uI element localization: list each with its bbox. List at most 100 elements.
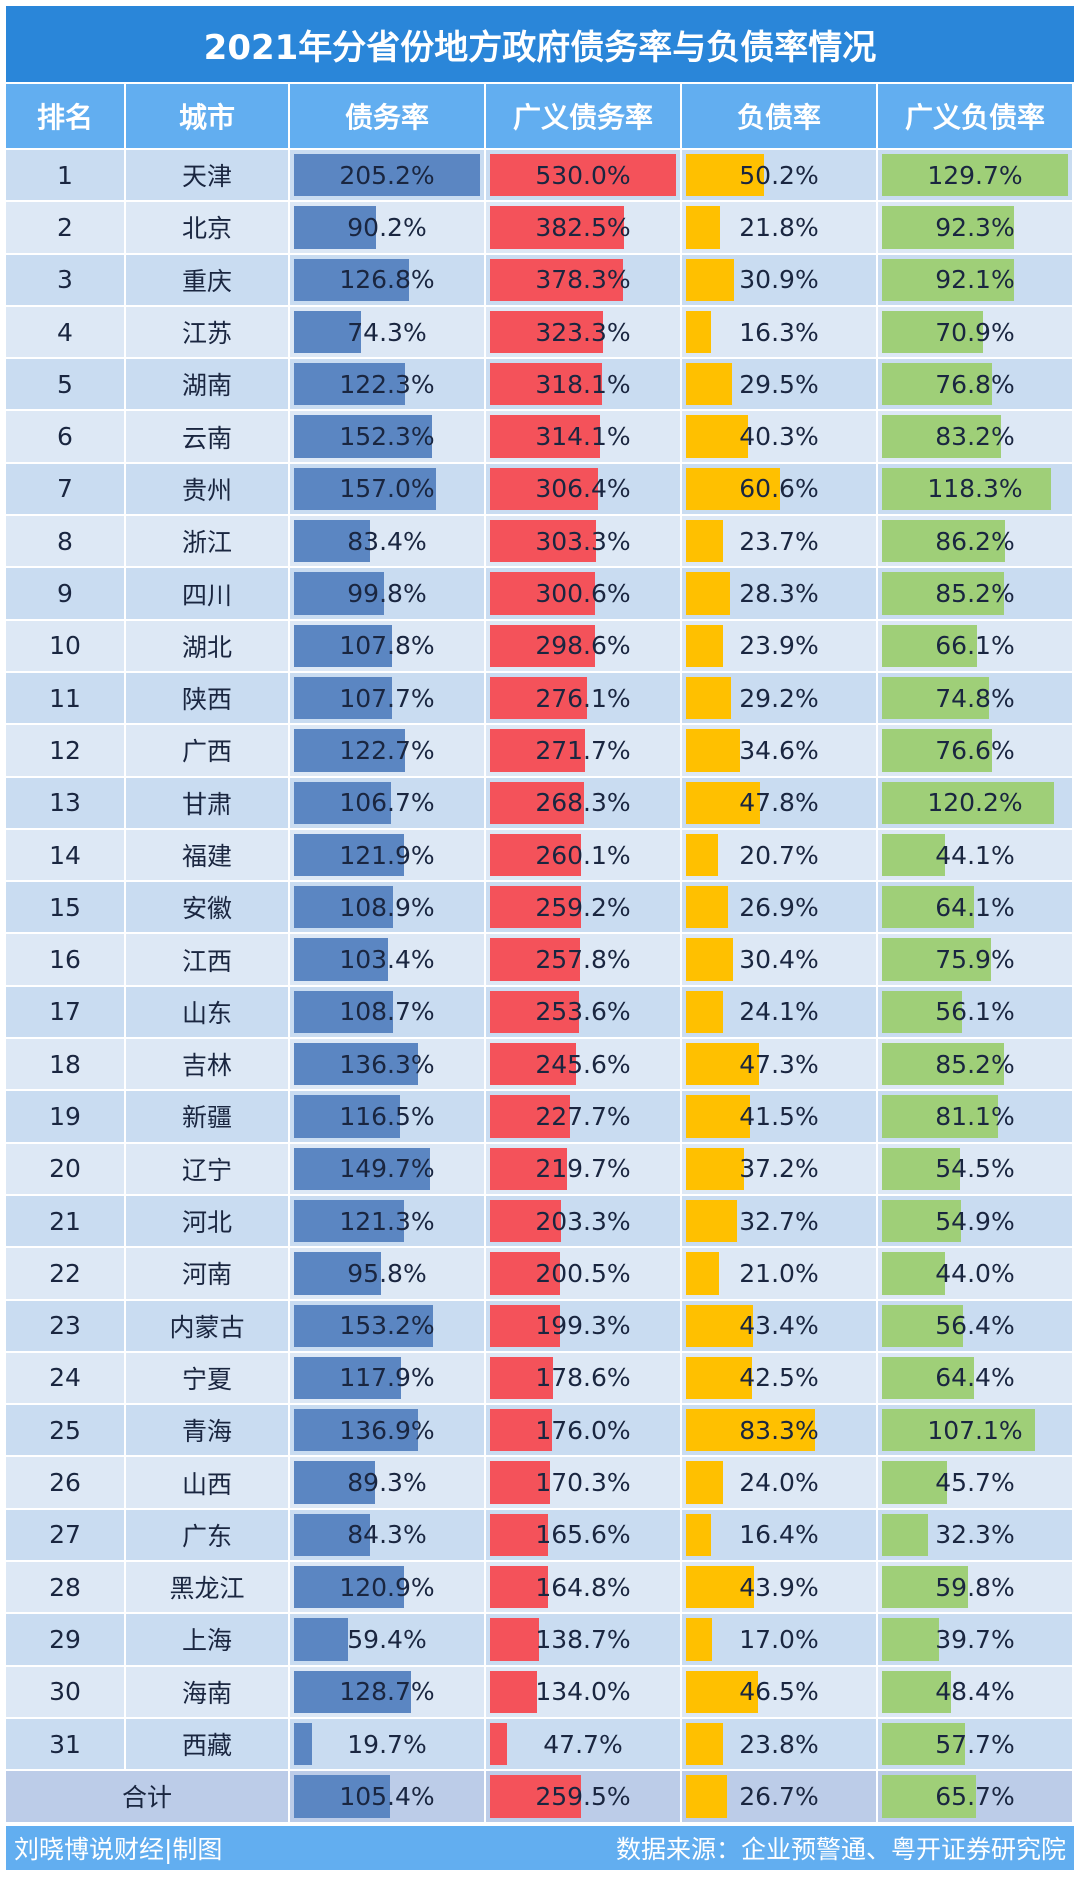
value-cell: 30.9% <box>682 254 876 305</box>
value-cell: 86.2% <box>878 516 1072 567</box>
rank-cell: 3 <box>6 254 124 305</box>
value-cell: 121.9% <box>290 829 484 881</box>
bar <box>294 154 480 197</box>
bar <box>490 1513 549 1557</box>
table-row: 4 江苏 74.3% 323.3% 16.3% 70.9% <box>6 306 1074 358</box>
value-cell: 23.8% <box>682 1718 876 1770</box>
rank-cell: 6 <box>6 411 124 462</box>
value-cell: 43.9% <box>682 1562 876 1613</box>
value-label: 298.6% <box>535 631 631 661</box>
rank-cell: 25 <box>6 1405 124 1456</box>
bar <box>294 1304 433 1347</box>
total-label: 合计 <box>6 1771 288 1822</box>
value-label: 99.8% <box>347 579 427 609</box>
bar <box>686 1513 712 1557</box>
value-label: 59.8% <box>935 1572 1015 1602</box>
rank-cell: 8 <box>6 516 124 567</box>
value-cell: 85.2% <box>878 568 1072 619</box>
value-label: 75.9% <box>935 945 1015 975</box>
value-label: 108.7% <box>339 997 435 1027</box>
value-cell: 378.3% <box>486 254 680 305</box>
bar <box>294 1722 312 1766</box>
value-label: 90.2% <box>347 212 427 242</box>
value-label: 56.4% <box>935 1311 1015 1341</box>
header-row: 排名 城市 债务率 广义债务率 负债率 广义负债率 <box>6 84 1074 148</box>
value-label: 45.7% <box>935 1468 1015 1498</box>
value-cell: 122.7% <box>290 725 484 776</box>
value-label: 23.7% <box>739 526 819 556</box>
table-row: 12 广西 122.7% 271.7% 34.6% 76.6% <box>6 725 1074 776</box>
bar <box>294 1252 381 1295</box>
value-cell: 64.4% <box>878 1352 1072 1404</box>
rank-cell: 29 <box>6 1614 124 1665</box>
value-cell: 42.5% <box>682 1352 876 1404</box>
value-label: 276.1% <box>535 683 631 713</box>
value-cell: 20.7% <box>682 829 876 881</box>
city-cell: 重庆 <box>126 254 288 305</box>
bar <box>294 676 392 720</box>
bar <box>882 206 1015 249</box>
bar <box>882 1147 960 1190</box>
bar <box>294 781 391 824</box>
bar <box>490 1356 553 1400</box>
value-cell: 50.2% <box>682 150 876 201</box>
value-label: 152.3% <box>339 422 435 452</box>
value-cell: 253.6% <box>486 986 680 1038</box>
value-label: 43.9% <box>739 1572 819 1602</box>
bar <box>686 1304 754 1347</box>
bar <box>882 258 1014 301</box>
value-label: 39.7% <box>935 1624 1015 1654</box>
value-cell: 74.8% <box>878 672 1072 724</box>
bar <box>294 258 409 301</box>
value-cell: 219.7% <box>486 1143 680 1194</box>
value-cell: 40.3% <box>682 411 876 462</box>
bar <box>882 1304 963 1347</box>
value-cell: 122.3% <box>290 359 484 410</box>
value-cell: 128.7% <box>290 1666 484 1717</box>
table-row: 15 安徽 108.9% 259.2% 26.9% 64.1% <box>6 882 1074 933</box>
value-label: 203.3% <box>535 1206 631 1236</box>
bar <box>490 676 587 720</box>
value-cell: 47.7% <box>486 1718 680 1770</box>
value-cell: 70.9% <box>878 306 1072 358</box>
value-cell: 26.9% <box>682 882 876 933</box>
rank-cell: 9 <box>6 568 124 619</box>
table-row: 14 福建 121.9% 260.1% 20.7% 44.1% <box>6 829 1074 881</box>
table-row: 16 江西 103.4% 257.8% 30.4% 75.9% <box>6 934 1074 985</box>
value-cell: 75.9% <box>878 934 1072 985</box>
value-label: 57.7% <box>935 1729 1015 1759</box>
value-cell: 85.2% <box>878 1039 1072 1090</box>
value-label: 92.1% <box>935 265 1015 295</box>
value-label: 122.7% <box>339 735 435 765</box>
value-cell: 29.2% <box>682 672 876 724</box>
bar <box>490 415 601 458</box>
bar <box>686 154 764 197</box>
bar <box>686 1775 728 1818</box>
bar <box>294 1513 371 1557</box>
total-row: 合计 105.4% 259.5% 26.7% 65.7% <box>6 1771 1074 1822</box>
value-label: 105.4% <box>339 1781 435 1811</box>
value-cell: 107.7% <box>290 672 484 724</box>
rank-cell: 31 <box>6 1718 124 1770</box>
table-row: 18 吉林 136.3% 245.6% 47.3% 85.2% <box>6 1039 1074 1090</box>
rank-cell: 28 <box>6 1562 124 1613</box>
value-label: 259.2% <box>535 892 631 922</box>
value-cell: 138.7% <box>486 1614 680 1665</box>
city-cell: 河北 <box>126 1195 288 1247</box>
value-label: 107.1% <box>927 1415 1023 1445</box>
value-cell: 108.9% <box>290 882 484 933</box>
bar <box>490 886 581 929</box>
bar <box>686 1043 760 1086</box>
bar <box>686 363 732 406</box>
value-cell: 300.6% <box>486 568 680 619</box>
value-label: 134.0% <box>535 1677 631 1707</box>
table-row: 22 河南 95.8% 200.5% 21.0% 44.0% <box>6 1248 1074 1299</box>
table-row: 31 西藏 19.7% 47.7% 23.8% 57.7% <box>6 1718 1074 1770</box>
value-label: 149.7% <box>339 1154 435 1184</box>
rank-cell: 22 <box>6 1248 124 1299</box>
bar <box>490 1722 507 1766</box>
bar <box>294 990 393 1034</box>
bar <box>686 886 728 929</box>
value-cell: 92.1% <box>878 254 1072 305</box>
value-cell: 306.4% <box>486 463 680 515</box>
